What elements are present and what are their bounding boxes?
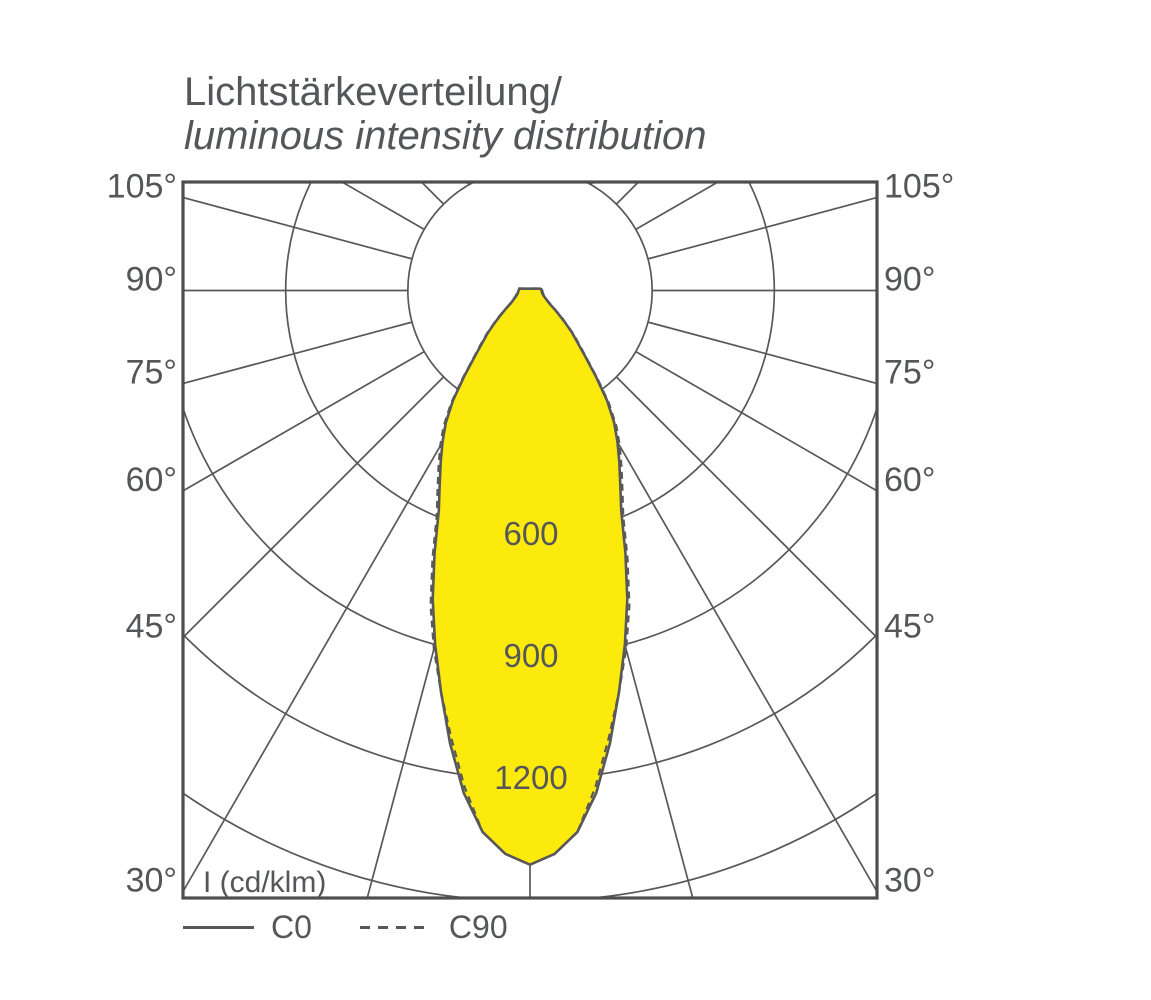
chart-title: Lichtstärkeverteilung/ luminous intensit…: [184, 70, 706, 158]
angle-label-right-30: 30°: [884, 862, 935, 900]
angle-label-left-30: 30°: [126, 862, 177, 900]
legend: C0 C90: [183, 909, 508, 946]
angle-label-right-45: 45°: [884, 608, 935, 646]
gamma-line-left-30: [183, 395, 470, 894]
gamma-line-right-15: [560, 408, 694, 898]
ring-label-600: 600: [503, 515, 558, 552]
angle-label-left-105: 105°: [107, 168, 177, 206]
legend-dashed-line-swatch: [359, 926, 424, 929]
legend-solid-line-swatch: [183, 926, 254, 929]
gamma-line-right-30: [590, 395, 877, 894]
chart-title-en: luminous intensity distribution: [184, 114, 707, 158]
ring-label-1200: 1200: [494, 759, 567, 796]
gamma-line-left-45: [183, 376, 445, 639]
angle-label-left-90: 90°: [126, 261, 177, 299]
gamma-line-left-60: [183, 350, 425, 492]
angle-label-right-105: 105°: [884, 168, 954, 206]
chart-title-de: Lichtstärkeverteilung/: [184, 70, 562, 114]
angle-label-right-90: 90°: [884, 261, 935, 299]
gamma-line-left-75: [183, 321, 413, 385]
angle-label-left-75: 75°: [126, 353, 177, 391]
legend-label-c90: C90: [448, 909, 508, 945]
angle-label-right-60: 60°: [884, 461, 935, 499]
beam-fill-c0: [432, 288, 628, 865]
intensity-unit-label: I (cd/klm): [203, 866, 327, 899]
gamma-line-right-60: [635, 350, 877, 492]
angle-label-left-60: 60°: [126, 461, 177, 499]
gamma-line-right-105: [647, 196, 877, 260]
angle-label-right-75: 75°: [884, 353, 935, 391]
curve-c0-solid: [431, 287, 629, 866]
angle-label-left-45: 45°: [126, 608, 177, 646]
gamma-line-right-45: [615, 376, 877, 639]
legend-label-c0: C0: [271, 909, 312, 945]
ring-label-900: 900: [503, 637, 558, 674]
plot-frame: [181, 180, 879, 900]
